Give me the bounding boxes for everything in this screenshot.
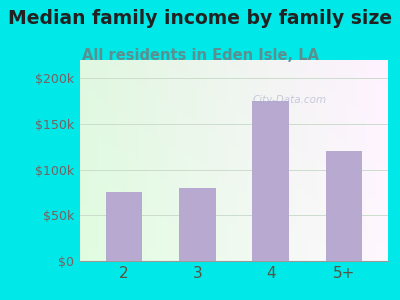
Text: City-Data.com: City-Data.com: [252, 95, 326, 105]
Bar: [179, 188, 216, 261]
Bar: [252, 101, 289, 261]
Text: All residents in Eden Isle, LA: All residents in Eden Isle, LA: [82, 48, 318, 63]
Text: Median family income by family size: Median family income by family size: [8, 9, 392, 28]
Bar: [106, 193, 142, 261]
Bar: [326, 152, 362, 261]
